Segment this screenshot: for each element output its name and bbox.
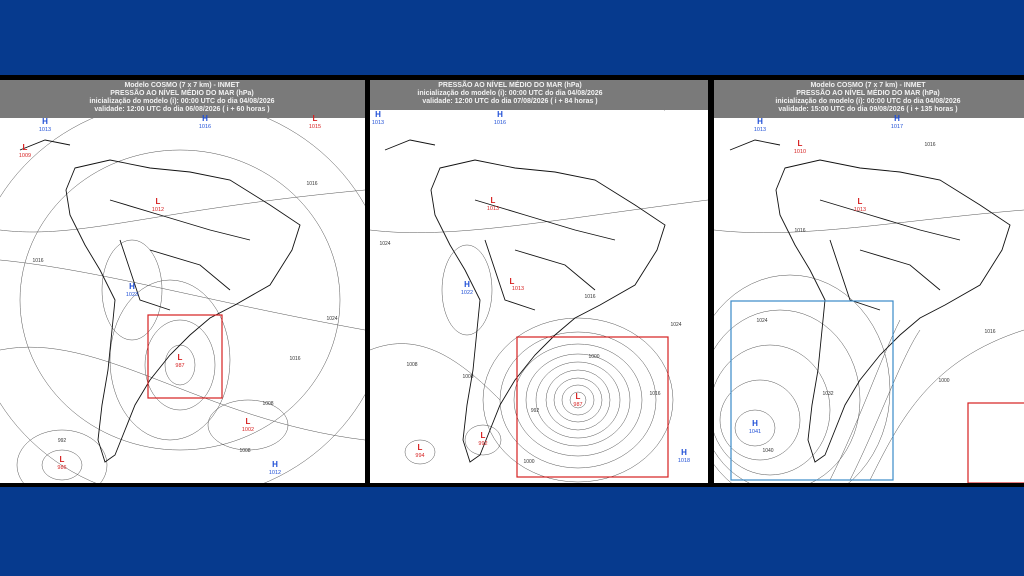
marker-symbol: L bbox=[491, 196, 496, 205]
contour-label: 1032 bbox=[822, 391, 833, 397]
contour-label: 1016 bbox=[289, 356, 300, 362]
marker-value: 1013 bbox=[39, 127, 51, 133]
contour-label: 1008 bbox=[262, 401, 273, 407]
marker-symbol: L bbox=[481, 431, 486, 440]
marker-value: 1013 bbox=[754, 127, 766, 133]
header-line: PRESSÃO AO NÍVEL MÉDIO DO MAR (hPa) bbox=[110, 88, 254, 97]
marker-symbol: H bbox=[681, 448, 687, 457]
marker-symbol: H bbox=[757, 117, 763, 126]
header-line: Modelo COSMO (7 x 7 km) - INMET bbox=[124, 82, 240, 89]
marker-symbol: H bbox=[202, 114, 208, 123]
marker-symbol: H bbox=[497, 110, 503, 119]
marker-symbol: L bbox=[60, 455, 65, 464]
contour-label: 1016 bbox=[584, 294, 595, 300]
marker-symbol: L bbox=[576, 392, 581, 401]
marker-value: 1002 bbox=[242, 427, 254, 433]
contour-label: 1024 bbox=[326, 316, 337, 322]
marker-symbol: L bbox=[178, 353, 183, 362]
marker-value: 1013 bbox=[372, 120, 384, 126]
contour-label: 1024 bbox=[379, 241, 390, 247]
marker-symbol: H bbox=[752, 419, 758, 428]
header-line: validade: 12:00 UTC do dia 07/08/2026 ( … bbox=[422, 98, 597, 105]
marker-symbol: H bbox=[375, 110, 381, 119]
header-line: inicialização do modelo (i): 00:00 UTC d… bbox=[417, 90, 602, 97]
contour-label: 1016 bbox=[924, 142, 935, 148]
marker-symbol: L bbox=[510, 277, 515, 286]
header-line: inicialização do modelo (i): 00:00 UTC d… bbox=[775, 98, 960, 105]
marker-symbol: H bbox=[464, 280, 470, 289]
marker-symbol: L bbox=[418, 443, 423, 452]
marker-symbol: L bbox=[156, 197, 161, 206]
header-line: inicialização do modelo (i): 00:00 UTC d… bbox=[89, 98, 274, 105]
contour-label: 992 bbox=[58, 438, 67, 444]
contour-label: 1000 bbox=[523, 459, 534, 465]
marker-value: 1017 bbox=[891, 124, 903, 130]
header-line: PRESSÃO AO NÍVEL MÉDIO DO MAR (hPa) bbox=[438, 80, 582, 89]
contour-label: 1008 bbox=[239, 448, 250, 454]
marker-value: 1010 bbox=[794, 149, 806, 155]
contour-label: 1040 bbox=[762, 448, 773, 454]
marker-value: 1009 bbox=[19, 153, 31, 159]
map-panel: Modelo COSMO (7 x 7 km) - INMET PRESSÃO … bbox=[714, 80, 1024, 483]
contour-label: 1008 bbox=[462, 374, 473, 380]
contour-label: 1024 bbox=[670, 322, 681, 328]
marker-symbol: L bbox=[798, 139, 803, 148]
marker-value: 1013 bbox=[854, 207, 866, 213]
marker-symbol: H bbox=[894, 114, 900, 123]
header-line: PRESSÃO AO NÍVEL MÉDIO DO MAR (hPa) bbox=[796, 88, 940, 97]
marker-symbol: L bbox=[23, 143, 28, 152]
marker-value: 1022 bbox=[461, 290, 473, 296]
contour-label: 1016 bbox=[32, 258, 43, 264]
marker-symbol: L bbox=[313, 114, 318, 123]
contour-label: 1016 bbox=[649, 391, 660, 397]
marker-value: 1041 bbox=[749, 429, 761, 435]
marker-value: 1018 bbox=[678, 458, 690, 464]
marker-symbol: H bbox=[42, 117, 48, 126]
marker-value: 986 bbox=[57, 465, 66, 471]
marker-symbol: H bbox=[272, 460, 278, 469]
contour-label: 1016 bbox=[306, 181, 317, 187]
marker-value: 1023 bbox=[126, 292, 138, 298]
marker-value: 987 bbox=[175, 363, 184, 369]
marker-symbol: L bbox=[246, 417, 251, 426]
marker-value: 1012 bbox=[269, 470, 281, 476]
header-line: validade: 15:00 UTC do dia 09/08/2026 ( … bbox=[778, 106, 957, 113]
marker-value: 987 bbox=[573, 402, 582, 408]
contour-label: 1016 bbox=[984, 329, 995, 335]
marker-value: 992 bbox=[478, 441, 487, 447]
contour-label: 1016 bbox=[794, 228, 805, 234]
marker-value: 1015 bbox=[309, 124, 321, 130]
map-panel: Modelo COSMO (7 x 7 km) - INMET PRESSÃO … bbox=[0, 80, 365, 483]
marker-value: 1012 bbox=[152, 207, 164, 213]
contour-label: 1000 bbox=[588, 354, 599, 360]
marker-value: 1016 bbox=[199, 124, 211, 130]
marker-value: 1013 bbox=[512, 286, 524, 292]
contour-label: 1008 bbox=[406, 362, 417, 368]
marker-value: 1016 bbox=[494, 120, 506, 126]
contour-label: 1024 bbox=[756, 318, 767, 324]
contour-label: 1000 bbox=[938, 378, 949, 384]
marker-symbol: H bbox=[129, 282, 135, 291]
marker-symbol: L bbox=[858, 197, 863, 206]
marker-value: 1013 bbox=[487, 206, 499, 212]
marker-value: 994 bbox=[415, 453, 424, 459]
contour-label: 992 bbox=[531, 408, 540, 414]
header-line: validade: 12:00 UTC do dia 06/08/2026 ( … bbox=[94, 106, 269, 113]
map-panel: PRESSÃO AO NÍVEL MÉDIO DO MAR (hPa) inic… bbox=[370, 80, 708, 483]
header-line: Modelo COSMO (7 x 7 km) - INMET bbox=[810, 82, 926, 89]
